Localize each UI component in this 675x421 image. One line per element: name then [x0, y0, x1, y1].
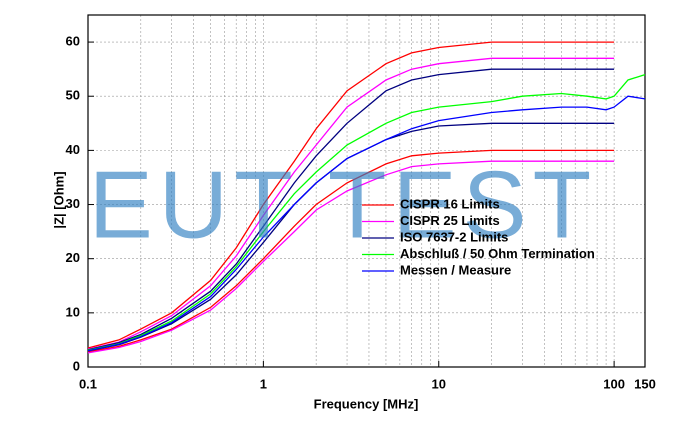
x-tick-label: 1 [260, 376, 267, 391]
x-tick-label: 100 [603, 376, 625, 391]
data-line [87, 160, 615, 354]
data-line [87, 149, 615, 353]
watermark: EUT TEST [89, 151, 598, 258]
data-line [87, 95, 646, 352]
x-axis-label: Frequency [MHz] [314, 396, 419, 411]
y-tick-label: 40 [66, 142, 80, 157]
y-tick-label: 10 [66, 304, 80, 319]
x-tick-label: 10 [432, 376, 446, 391]
y-tick-label: 0 [73, 358, 80, 373]
legend-label: Messen / Measure [400, 262, 511, 277]
y-axis-label: |Z| [Ohm] [51, 171, 66, 228]
legend-label: CISPR 16 Limits [400, 196, 500, 211]
legend-label: ISO 7637-2 Limits [400, 229, 508, 244]
x-tick-label: 150 [634, 376, 656, 391]
y-tick-label: 20 [66, 250, 80, 265]
legend-label: CISPR 25 Limits [400, 213, 500, 228]
data-line [87, 41, 615, 349]
legend-label: Abschluß / 50 Ohm Termination [400, 246, 595, 261]
data-line [87, 68, 615, 351]
y-tick-label: 50 [66, 88, 80, 103]
plot-frame [87, 14, 646, 368]
data-line [87, 57, 615, 350]
y-tick-label: 60 [66, 34, 80, 49]
data-line [87, 73, 646, 351]
y-tick-label: 30 [66, 196, 80, 211]
x-tick-label: 0.1 [79, 376, 97, 391]
